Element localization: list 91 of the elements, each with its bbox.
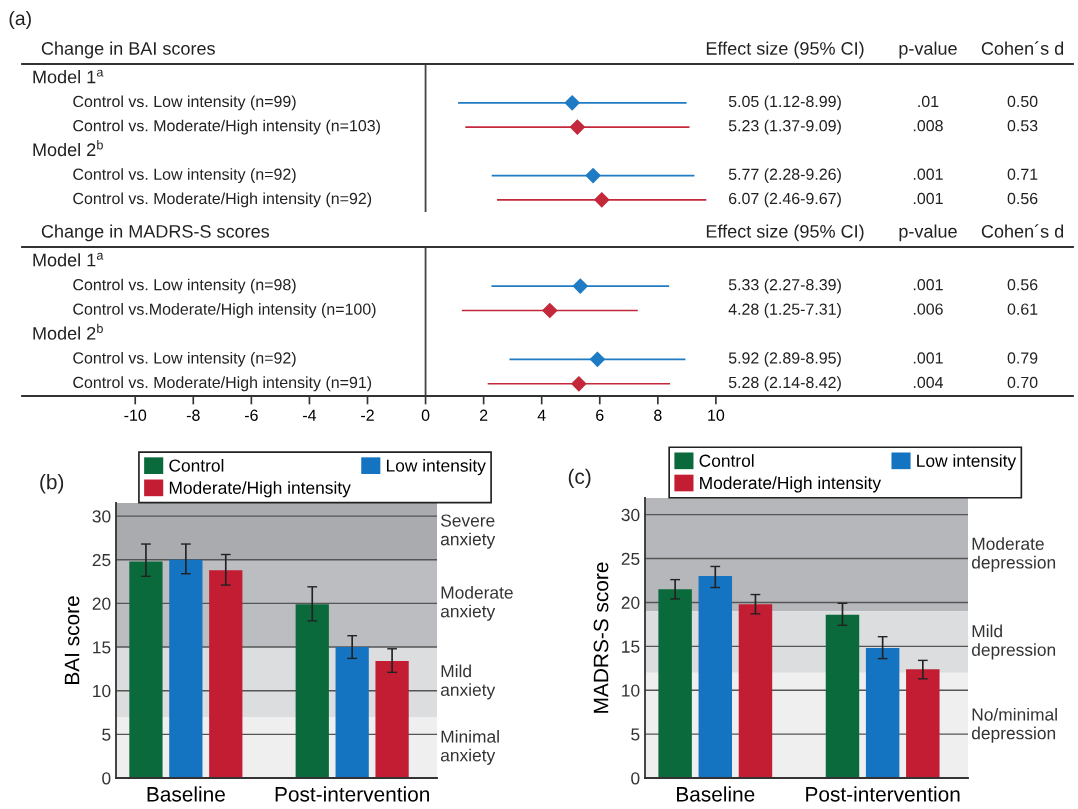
- band-label: Moderate depression: [971, 537, 1056, 573]
- x-tick-label: Post-intervention: [275, 786, 429, 802]
- annotation: 0.70: [1007, 376, 1038, 389]
- annotation: 0.56: [1007, 279, 1038, 291]
- annotation: 5.92 (2.89-8.95): [728, 351, 841, 367]
- x-tick-label: -8: [186, 409, 200, 421]
- y-tick-label: 10: [93, 684, 111, 698]
- legend-label: Moderate/High intensity: [700, 476, 882, 493]
- annotation: 0.71: [1007, 168, 1038, 180]
- annotation: .008: [913, 120, 943, 132]
- text: p-value: [899, 41, 957, 59]
- y-tick-label: 15: [93, 641, 111, 654]
- x-tick-label: 8: [654, 409, 662, 421]
- x-tick-label: 4: [537, 409, 546, 421]
- x-tick-label: -6: [244, 409, 258, 421]
- y-tick-label: Model 2$^{b}$: [33, 140, 103, 157]
- y-tick-label: Control vs. Moderate/High intensity (n=92): [73, 192, 372, 208]
- annotation: 0.56: [1007, 192, 1038, 205]
- chart-title: Change in MADRS-S scores: [41, 224, 270, 242]
- annotation: 5.28 (2.14-8.42): [728, 376, 841, 392]
- x-tick-label: Post-intervention: [806, 786, 960, 802]
- annotation: 0.79: [1007, 352, 1038, 364]
- y-tick-label: Control vs. Moderate/High intensity (n=103): [73, 119, 380, 135]
- text: Cohen´s d: [981, 224, 1064, 238]
- y-tick-label: 10: [622, 684, 640, 697]
- annotation: 5.23 (1.37-9.09): [728, 119, 841, 135]
- annotation: 0.61: [1007, 303, 1038, 315]
- y-axis-title: BAI score: [64, 596, 80, 684]
- y-tick-label: Model 1$^{a}$: [33, 69, 104, 84]
- y-tick-label: Model 1$^{a}$: [33, 252, 104, 267]
- y-tick-label: Control vs.Moderate/High intensity (n=100): [73, 303, 376, 318]
- x-tick-label: 10: [708, 409, 725, 421]
- x-tick-label: -10: [124, 409, 147, 421]
- annotation: .001: [913, 192, 943, 205]
- band-label: No/minimal depression: [971, 707, 1057, 743]
- annotation: .004: [913, 376, 944, 389]
- annotation: 6.07 (2.46-9.67): [729, 192, 841, 208]
- y-tick-label: 5: [631, 728, 640, 741]
- y-tick-label: 0: [102, 772, 111, 785]
- annotation: 0.53: [1007, 120, 1038, 132]
- text: (b): [40, 474, 64, 494]
- text: Effect size (95% CI): [706, 41, 864, 59]
- y-tick-label: 30: [621, 508, 640, 522]
- legend-label: Low intensity: [386, 459, 486, 476]
- y-tick-label: Control vs. Low intensity (n=92): [73, 351, 296, 367]
- text: Cohen´s d: [981, 41, 1064, 55]
- y-tick-label: Control vs. Low intensity (n=92): [73, 168, 296, 184]
- band-label: Mild anxiety: [440, 664, 496, 700]
- annotation: .001: [913, 352, 943, 364]
- annotation: .001: [913, 279, 943, 291]
- y-tick-label: Model 2$^{b}$: [33, 323, 103, 340]
- y-tick-label: 25: [92, 553, 111, 567]
- y-tick-label: Control vs. Low intensity (n=99): [73, 95, 296, 111]
- band-label: Moderate anxiety: [440, 585, 513, 621]
- x-tick-label: 0: [421, 409, 430, 421]
- legend-label: Moderate/High intensity: [169, 481, 351, 498]
- annotation: .001: [913, 168, 943, 180]
- y-tick-label: Control vs. Low intensity (n=98): [73, 278, 296, 294]
- x-tick-label: -4: [303, 409, 317, 421]
- text: (a): [9, 10, 31, 30]
- band-label: Severe anxiety: [440, 514, 496, 549]
- legend-label: Control: [699, 454, 754, 467]
- y-tick-label: 25: [621, 552, 640, 566]
- annotation: .01: [918, 95, 939, 108]
- text: Effect size (95% CI): [706, 224, 864, 242]
- annotation: 0.50: [1007, 95, 1038, 108]
- x-tick-label: Baseline: [677, 786, 755, 802]
- y-tick-label: 30: [92, 510, 111, 523]
- x-tick-label: 2: [479, 409, 488, 421]
- y-axis-title: MADRS-S score: [593, 562, 609, 713]
- y-tick-label: 0: [631, 772, 640, 785]
- y-tick-label: 20: [621, 596, 640, 609]
- annotation: 5.05 (1.12-8.99): [728, 95, 841, 111]
- band-label: Minimal anxiety: [440, 730, 499, 765]
- legend-label: Low intensity: [917, 454, 1017, 471]
- y-tick-label: 15: [622, 640, 640, 653]
- y-tick-label: Control vs. Moderate/High intensity (n=91): [73, 376, 372, 392]
- x-tick-label: Baseline: [147, 786, 225, 802]
- text: (c): [568, 468, 591, 489]
- y-tick-label: 20: [92, 597, 111, 610]
- annotation: 5.33 (2.27-8.39): [728, 278, 841, 294]
- annotation: .006: [913, 303, 943, 315]
- x-tick-label: -2: [361, 409, 374, 421]
- y-tick-label: 5: [102, 728, 111, 741]
- chart-title: Change in BAI scores: [41, 41, 215, 59]
- text: p-value: [899, 224, 957, 242]
- annotation: 5.77 (2.28-9.26): [728, 168, 841, 184]
- annotation: 4.28 (1.25-7.31): [728, 303, 841, 318]
- legend-label: Control: [169, 459, 224, 472]
- band-label: Mild depression: [971, 624, 1056, 660]
- x-tick-label: 6: [596, 409, 604, 421]
